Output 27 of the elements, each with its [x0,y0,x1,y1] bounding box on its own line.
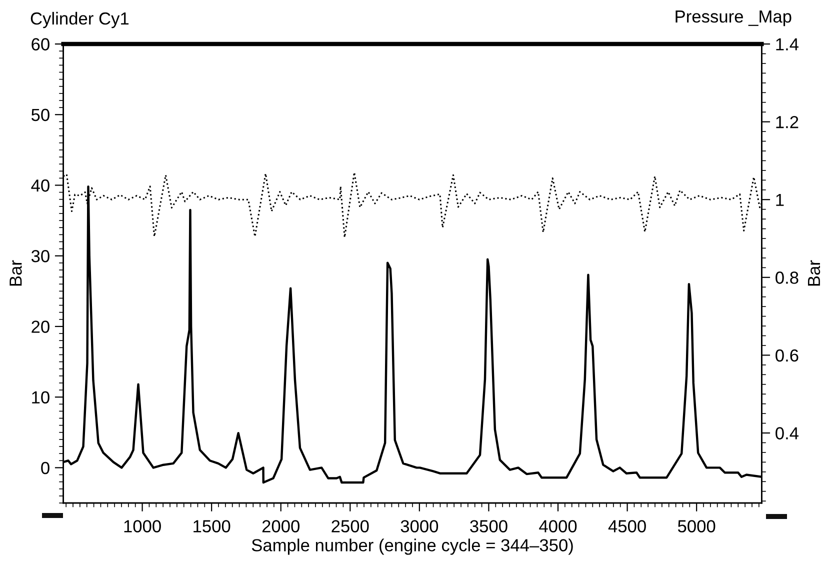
y-tick-label: 0 [41,462,50,474]
y2-axis-title: Bar [808,260,820,286]
chart-subtitle: Pressure _Map [676,10,792,26]
y-tick-label: 40 [31,179,50,192]
x-tick-label: 3000 [400,520,438,532]
y2-tick-label: 1.4 [776,38,799,50]
x-tick-label: 2500 [332,520,369,532]
y2-tick-label: 0.4 [776,427,799,440]
x-tick-label: 4500 [608,520,646,532]
x-tick-label: 4000 [539,520,577,532]
y2-tick-label: 0.8 [776,272,798,284]
chart-title: Cylinder Cy1 [30,12,129,28]
y2-tick-label: 0.6 [776,349,798,362]
x-tick-label: 1500 [194,520,230,532]
y2-tick-label: 1 [776,194,784,206]
y-tick-label: 50 [31,108,50,122]
y-axis-title: Bar [10,260,22,286]
y-tick-label: 30 [31,250,50,262]
y-tick-label: 20 [32,320,50,333]
x-tick-label: 1000 [124,520,161,532]
x-tick-label: 3500 [470,520,508,532]
y-tick-label: 10 [32,391,50,404]
x-axis-title: Sample number (engine cycle = 344–350) [252,538,573,555]
x-tick-label: 2000 [262,520,300,532]
y-tick-label: 60 [32,38,50,50]
x-tick-label: 5000 [678,520,716,532]
y2-tick-label: 1.2 [776,116,798,128]
